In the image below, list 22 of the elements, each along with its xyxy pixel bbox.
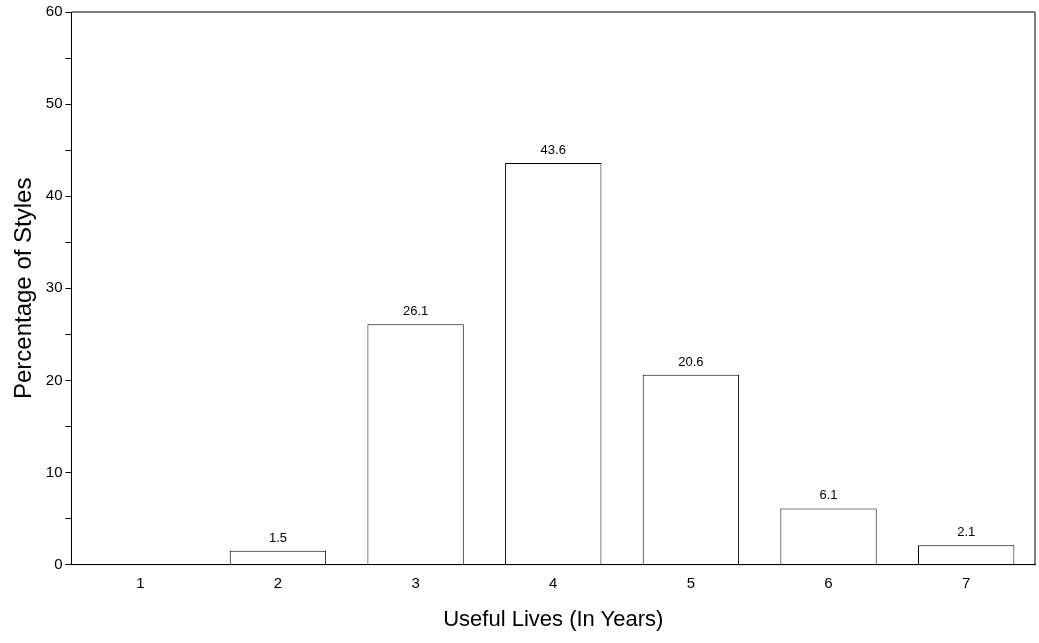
data-label: 1.5 [268, 529, 287, 545]
y-tick-label: 20 [45, 370, 63, 388]
x-tick-label: 4 [549, 573, 558, 591]
y-tick-label: 30 [45, 278, 63, 296]
data-label: 6.1 [819, 487, 838, 503]
y-tick-label: 50 [45, 94, 63, 112]
y-tick-label: 40 [45, 186, 63, 204]
x-tick-label: 2 [273, 573, 283, 591]
data-label: 43.6 [540, 142, 566, 158]
data-label: 20.6 [678, 353, 704, 369]
x-axis-title: Useful Lives (In Years) [443, 605, 664, 631]
y-axis-title: Percentage of Styles [9, 177, 37, 400]
x-tick-label: 5 [686, 573, 696, 591]
y-tick-label: 10 [45, 462, 63, 480]
x-tick-label: 6 [824, 573, 833, 591]
x-tick-label: 3 [411, 573, 420, 591]
y-tick-label: 60 [45, 2, 63, 20]
x-tick-label: 7 [962, 573, 971, 591]
data-label: 26.1 [402, 303, 429, 319]
x-tick-label: 1 [136, 573, 145, 591]
y-tick-label: 0 [54, 554, 63, 572]
data-label: 2.1 [957, 524, 976, 540]
